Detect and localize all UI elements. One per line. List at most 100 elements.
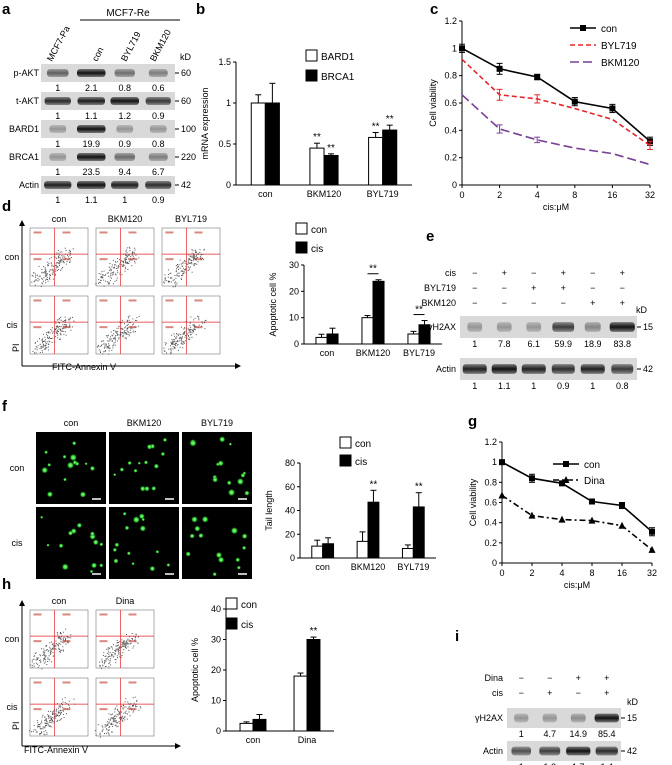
blot-quant-value: 1 (531, 381, 536, 391)
micro-column-label: con (64, 418, 79, 428)
treatment-mark: + (561, 283, 566, 293)
blot-strip (507, 741, 621, 761)
cell-nucleus (241, 545, 247, 551)
cell-nucleus (89, 569, 94, 574)
blot-band (77, 97, 105, 105)
cell-nucleus (155, 549, 160, 554)
cell-nucleus (194, 525, 201, 532)
flow-gate-tag (194, 231, 203, 234)
legend-swatch (225, 597, 238, 610)
bar (382, 129, 398, 186)
flow-events (32, 316, 75, 354)
treatment-mark: + (604, 688, 609, 698)
data-point (558, 515, 566, 523)
significance-mark: ** (415, 482, 423, 493)
legend-label: con (241, 600, 257, 611)
bar (356, 540, 369, 559)
x-axis-label: cis:μM (564, 580, 590, 590)
significance-mark: ** (386, 114, 394, 125)
blot-band (49, 125, 67, 133)
bar (306, 639, 321, 732)
blot-band (77, 69, 106, 77)
treatment-mark: + (604, 673, 609, 683)
flow-gate-tag (62, 231, 71, 234)
blot-quant-value: 6.7 (152, 167, 165, 177)
flow-gate-tag (99, 613, 108, 616)
panel-g-line-chart: 0 0.2 0.4 0.6 0.8 1 1.2 Cell viability 0 2 4 8 16 32 c… (468, 437, 657, 590)
y-tick-label: 0.5 (218, 139, 231, 149)
panel-letter-f: f (2, 398, 8, 415)
blot-quant-value: 23.5 (82, 167, 100, 177)
lane-label: MCF7-Pa (45, 24, 72, 63)
blot-strip (41, 148, 175, 166)
y-tick-label: 0.4 (484, 518, 497, 528)
flow-row-label: cis (7, 702, 18, 712)
y-tick-label: 0 (216, 726, 221, 736)
blot-band (77, 181, 106, 189)
flow-plot-frame (29, 609, 89, 669)
y-tick-label: 1 (452, 43, 457, 53)
y-tick-label: 0.2 (444, 153, 457, 163)
flow-plot-frame (95, 677, 155, 737)
blot-quant-value: 7.8 (498, 339, 511, 349)
flow-gate-tag (99, 681, 108, 684)
x-tick-label: 16 (607, 190, 617, 200)
flow-gate-tag (33, 258, 42, 261)
flow-gate-tag (33, 326, 42, 329)
y-tick-label: 0.4 (444, 125, 457, 135)
flow-y-axis-label: PI (11, 343, 21, 352)
blot-row-label: Actin (436, 364, 456, 374)
treatment-mark: − (561, 298, 566, 308)
legend-marker (562, 476, 570, 483)
x-tick-label: BKM120 (356, 348, 391, 358)
blot-quant-value: 1.2 (118, 111, 131, 121)
cell-nucleus (62, 454, 67, 459)
blot-kd-value: 15 (627, 713, 637, 723)
legend-label: cis (241, 620, 253, 631)
legend-label: con (584, 460, 600, 471)
x-tick-label: 0 (459, 190, 464, 200)
blot-band (116, 125, 134, 133)
x-tick-label: 32 (647, 568, 657, 578)
blot-strip (41, 92, 175, 110)
blot-band (145, 181, 172, 189)
blot-band (47, 69, 69, 77)
cell-nucleus (191, 515, 198, 523)
x-tick-label: 32 (645, 190, 655, 200)
x-tick-label: con (320, 348, 335, 358)
y-axis-label: mRNA expression (200, 87, 210, 159)
data-point (529, 475, 535, 482)
cell-nucleus (112, 547, 118, 553)
blot-band (77, 125, 106, 133)
flow-gate-tag (99, 708, 108, 711)
blot-band (584, 322, 601, 332)
blot-row-label: Actin (483, 746, 503, 756)
treatment-mark: + (620, 298, 625, 308)
cell-nucleus (218, 436, 226, 443)
panel-letter-b: b (196, 1, 205, 18)
flow-gate-tag (128, 299, 137, 302)
treatment-mark: − (502, 298, 507, 308)
x-tick-label: 4 (535, 190, 540, 200)
flow-gate-tag (33, 231, 42, 234)
cell-nucleus (131, 561, 135, 566)
legend-swatch (295, 241, 308, 254)
kd-label: kD (180, 52, 192, 62)
legend-label: BYL719 (601, 41, 637, 52)
y-tick-label: 0 (226, 180, 231, 190)
flow-gate-tag (128, 681, 137, 684)
x-tick-label: 2 (497, 190, 502, 200)
treatment-mark: − (472, 283, 477, 293)
treatment-mark: + (590, 298, 595, 308)
panel-d-flow-cytometry: PI FITC-Annexin V con BKM120 BYL719 con cis (5, 214, 241, 372)
legend-swatch (295, 222, 308, 235)
legend-marker (580, 25, 586, 31)
cell-nucleus (201, 515, 209, 523)
flow-gate-tag (194, 258, 203, 261)
data-point (496, 65, 503, 72)
blot-quant-value: 1.1 (85, 111, 98, 121)
blot-band (551, 364, 575, 374)
y-tick-label: 0.6 (444, 98, 457, 108)
y-tick-label: 0 (290, 553, 295, 563)
